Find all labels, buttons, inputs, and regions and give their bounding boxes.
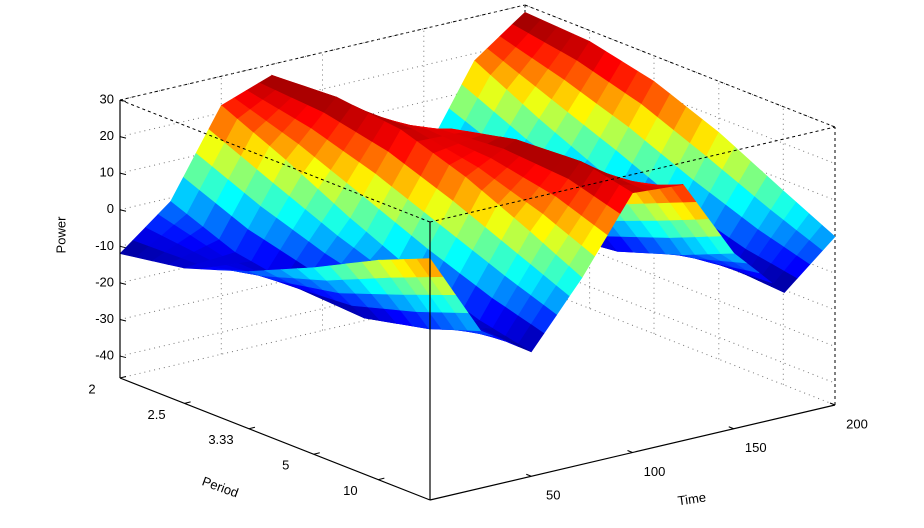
y-tick-label: 2 (88, 381, 95, 396)
x-tick-label: 150 (745, 440, 767, 455)
x-tick-label: 200 (846, 416, 868, 431)
z-tick-label: -30 (95, 311, 114, 326)
x-tick-label: 50 (546, 488, 560, 503)
box-edge (119, 99, 431, 223)
z-tick-label: -20 (95, 274, 114, 289)
y-tick-label: 10 (343, 483, 357, 498)
y-tick-label: 3.33 (208, 432, 233, 447)
box-edge (524, 4, 836, 128)
axis-line (429, 404, 836, 501)
z-tick-label: -40 (95, 347, 114, 362)
z-tick (119, 245, 127, 249)
axis-line (119, 377, 431, 501)
z-tick (119, 209, 127, 212)
z-axis-label: Power (53, 216, 68, 254)
z-tick (119, 318, 127, 322)
z-tick-label: 20 (100, 128, 114, 143)
z-tick (119, 355, 127, 359)
z-tick-label: 30 (100, 91, 114, 106)
y-axis-label: Period (200, 474, 240, 501)
z-tick-label: -10 (95, 238, 114, 253)
grid-line (119, 4, 836, 128)
y-tick-label: 2.5 (148, 407, 166, 422)
x-axis-label: Time (677, 490, 707, 509)
x-tick-label: 100 (644, 464, 666, 479)
z-tick (119, 282, 127, 285)
z-tick-label: 10 (100, 165, 114, 180)
y-tick-label: 5 (282, 458, 289, 473)
z-tick-label: 0 (107, 201, 114, 216)
z-tick (119, 136, 127, 139)
z-tick (119, 172, 127, 176)
box-edge (524, 282, 836, 406)
